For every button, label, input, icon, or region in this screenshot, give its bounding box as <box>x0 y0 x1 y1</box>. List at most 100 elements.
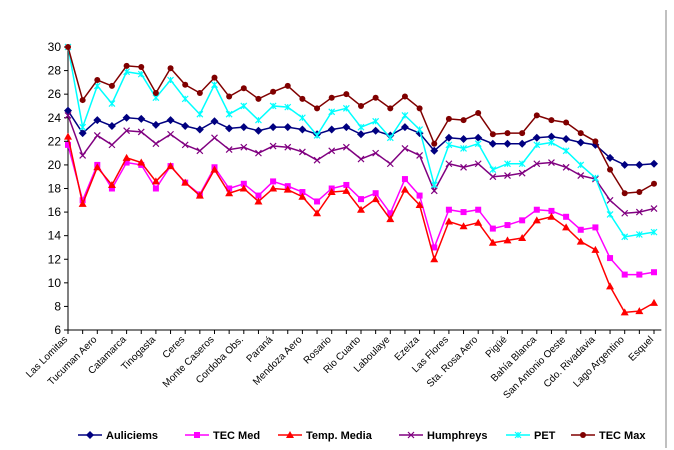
marker <box>519 130 526 137</box>
marker <box>152 185 159 192</box>
marker <box>444 133 453 142</box>
marker <box>580 432 586 438</box>
legend-item: Humphreys <box>399 430 488 442</box>
marker <box>151 120 160 129</box>
marker <box>211 81 218 89</box>
marker <box>504 130 511 137</box>
marker <box>387 105 394 112</box>
marker <box>533 112 540 119</box>
marker <box>211 134 218 142</box>
legend-label: TEC Med <box>213 430 260 442</box>
marker <box>65 44 71 50</box>
marker <box>269 102 277 110</box>
marker <box>181 122 190 131</box>
marker <box>650 228 658 236</box>
marker <box>166 162 175 170</box>
marker <box>181 141 189 149</box>
y-tick-label: 14 <box>48 229 62 243</box>
marker <box>269 123 278 132</box>
marker <box>64 111 72 119</box>
marker <box>108 141 116 149</box>
marker <box>298 192 307 200</box>
marker <box>255 95 262 102</box>
marker <box>298 148 306 156</box>
marker <box>431 244 438 251</box>
marker <box>225 124 234 133</box>
marker <box>194 432 200 438</box>
marker <box>210 117 219 126</box>
marker <box>620 308 629 316</box>
marker <box>255 149 262 157</box>
marker <box>342 123 351 132</box>
marker <box>386 160 394 168</box>
marker <box>269 184 278 192</box>
marker <box>504 172 511 179</box>
marker <box>621 271 628 278</box>
marker <box>474 133 483 142</box>
marker <box>533 206 540 213</box>
marker <box>357 205 365 213</box>
y-tick-label: 6 <box>54 323 61 337</box>
marker <box>195 125 204 134</box>
marker <box>283 123 292 132</box>
marker <box>636 271 643 278</box>
marker <box>225 110 233 118</box>
marker <box>460 117 467 124</box>
marker <box>107 122 116 131</box>
marker <box>563 213 570 220</box>
marker <box>357 123 365 131</box>
marker <box>152 140 160 148</box>
marker <box>606 282 615 290</box>
marker <box>518 160 526 168</box>
marker <box>137 158 146 166</box>
marker <box>240 102 248 110</box>
marker <box>327 125 336 134</box>
marker <box>270 88 277 95</box>
marker <box>108 185 115 192</box>
marker <box>299 189 306 196</box>
marker <box>489 225 496 232</box>
marker <box>79 123 87 131</box>
marker <box>151 177 160 185</box>
marker <box>519 217 526 224</box>
marker <box>504 222 511 229</box>
marker <box>284 103 292 111</box>
legend-item: TEC Max <box>571 430 646 442</box>
marker <box>518 139 527 148</box>
marker <box>445 115 452 122</box>
y-tick-label: 22 <box>48 134 62 148</box>
marker <box>401 111 409 119</box>
marker <box>577 130 584 137</box>
marker <box>79 152 87 159</box>
marker <box>196 147 204 155</box>
marker <box>211 74 218 81</box>
marker <box>181 95 189 103</box>
y-tick-label: 24 <box>48 111 62 125</box>
marker <box>86 431 94 439</box>
marker <box>284 143 292 151</box>
marker <box>562 223 571 231</box>
marker <box>343 91 350 98</box>
marker <box>651 180 657 187</box>
marker <box>407 431 415 439</box>
marker <box>358 102 364 109</box>
marker <box>562 134 571 143</box>
marker <box>401 176 408 183</box>
marker <box>650 298 658 306</box>
marker <box>240 180 247 187</box>
y-tick-label: 30 <box>48 40 62 54</box>
marker <box>225 189 234 197</box>
marker <box>621 233 629 241</box>
y-tick-label: 28 <box>48 64 62 78</box>
marker <box>167 76 174 84</box>
marker <box>269 142 277 150</box>
marker <box>181 178 190 186</box>
marker <box>533 141 541 149</box>
marker <box>518 169 526 177</box>
marker <box>460 144 467 152</box>
y-tick-label: 26 <box>48 87 62 101</box>
marker <box>108 100 116 108</box>
marker <box>650 159 658 168</box>
marker <box>576 237 585 245</box>
marker <box>475 206 482 213</box>
